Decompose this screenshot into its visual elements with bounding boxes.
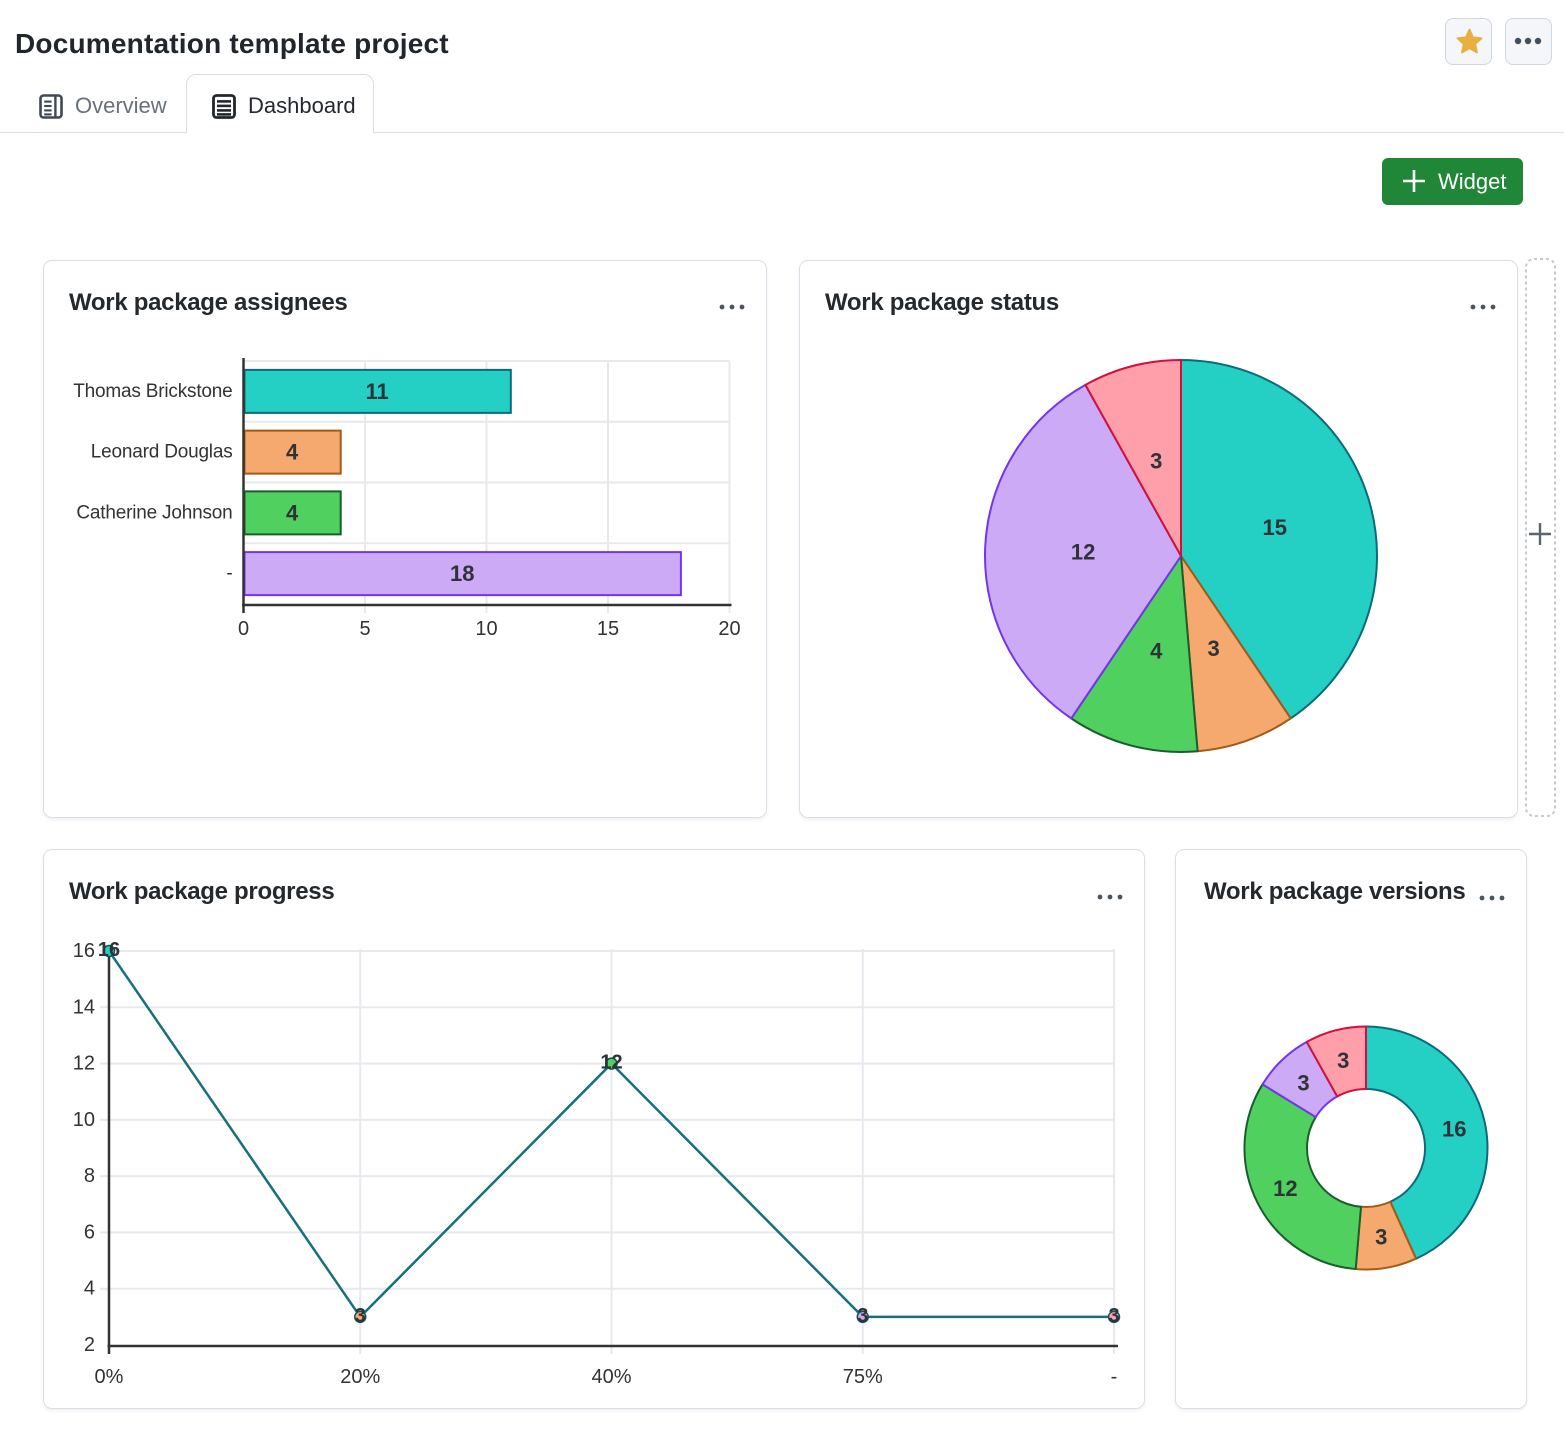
svg-text:-: - (226, 563, 232, 584)
svg-text:20%: 20% (340, 1366, 380, 1388)
svg-text:4: 4 (84, 1278, 95, 1300)
svg-text:15: 15 (1262, 515, 1286, 540)
svg-text:16: 16 (98, 939, 120, 961)
svg-text:Thomas Brickstone: Thomas Brickstone (73, 381, 232, 402)
svg-text:40%: 40% (591, 1366, 631, 1388)
svg-text:3: 3 (1108, 1305, 1119, 1327)
svg-text:4: 4 (286, 500, 299, 525)
svg-text:11: 11 (366, 379, 389, 404)
svg-text:3: 3 (1297, 1070, 1309, 1095)
svg-text:3: 3 (1375, 1224, 1387, 1249)
svg-text:4: 4 (286, 440, 299, 465)
svg-text:12: 12 (600, 1052, 622, 1074)
svg-text:8: 8 (84, 1165, 95, 1187)
svg-text:6: 6 (84, 1221, 95, 1243)
svg-text:-: - (1111, 1366, 1118, 1388)
svg-text:3: 3 (857, 1305, 868, 1327)
svg-text:16: 16 (73, 940, 95, 962)
svg-text:5: 5 (359, 618, 370, 640)
svg-text:Leonard Douglas: Leonard Douglas (91, 442, 233, 463)
svg-text:2: 2 (84, 1334, 95, 1356)
svg-text:12: 12 (73, 1053, 95, 1075)
svg-text:75%: 75% (843, 1366, 883, 1388)
svg-text:14: 14 (73, 996, 95, 1018)
svg-text:0: 0 (238, 618, 249, 640)
svg-text:0%: 0% (95, 1366, 124, 1388)
svg-text:3: 3 (1150, 449, 1162, 474)
svg-text:3: 3 (1208, 636, 1220, 661)
svg-text:3: 3 (355, 1305, 366, 1327)
svg-text:10: 10 (73, 1109, 95, 1131)
svg-text:20: 20 (718, 618, 740, 640)
svg-text:10: 10 (475, 618, 497, 640)
svg-text:12: 12 (1071, 539, 1095, 564)
svg-text:4: 4 (1150, 638, 1163, 663)
svg-text:Catherine Johnson: Catherine Johnson (76, 502, 232, 523)
svg-text:16: 16 (1442, 1116, 1466, 1141)
svg-text:18: 18 (450, 561, 474, 586)
svg-text:15: 15 (597, 618, 619, 640)
svg-text:3: 3 (1337, 1048, 1349, 1073)
svg-text:12: 12 (1273, 1176, 1297, 1201)
